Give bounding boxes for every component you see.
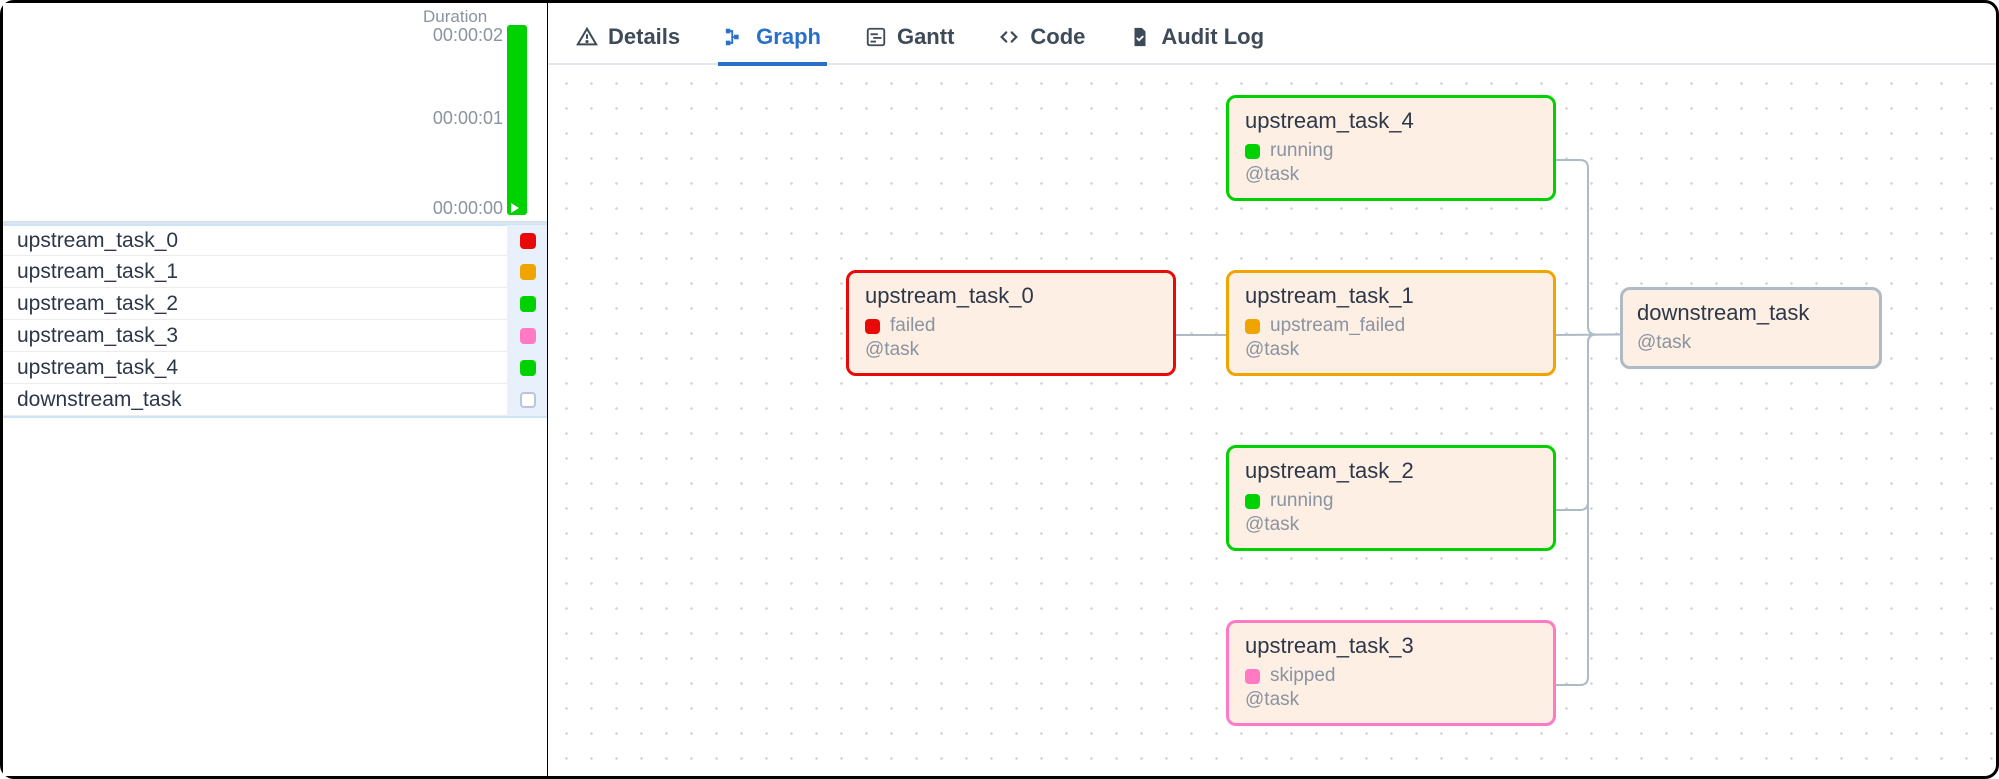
task-row[interactable]: upstream_task_4 [3, 352, 547, 384]
task-row-label: upstream_task_0 [17, 229, 178, 253]
graph-node-u4[interactable]: upstream_task_4running@task [1226, 95, 1556, 201]
status-swatch [520, 233, 536, 249]
task-row[interactable]: downstream_task [3, 384, 547, 416]
tab-label: Details [608, 24, 680, 50]
node-meta: @task [1245, 689, 1537, 711]
node-title: upstream_task_0 [865, 283, 1157, 309]
y-tick-2: 00:00:02 [433, 25, 503, 46]
graph-node-u2[interactable]: upstream_task_2running@task [1226, 445, 1556, 551]
duration-bar[interactable] [507, 25, 527, 215]
graph-node-d0[interactable]: downstream_task @task [1620, 287, 1882, 369]
task-status-cell [507, 384, 547, 416]
task-row-label: downstream_task [17, 388, 182, 412]
status-swatch [520, 264, 536, 280]
play-icon [511, 203, 519, 213]
task-status-cell [507, 256, 547, 288]
node-status: running [1245, 140, 1537, 162]
task-row-label: upstream_task_3 [17, 324, 178, 348]
task-row[interactable]: upstream_task_1 [3, 256, 547, 288]
tab-code[interactable]: Code [994, 16, 1089, 64]
node-status: running [1245, 490, 1537, 512]
file-check-icon [1129, 26, 1151, 48]
tab-graph[interactable]: Graph [720, 16, 825, 64]
y-tick-1: 00:00:01 [433, 108, 503, 129]
node-meta: @task [1637, 332, 1865, 354]
status-swatch [520, 360, 536, 376]
status-text: upstream_failed [1270, 315, 1405, 337]
tab-bar: Details Graph Gantt Code Audit Log [548, 3, 1996, 65]
node-title: downstream_task [1637, 300, 1865, 326]
tab-details[interactable]: Details [572, 16, 684, 64]
graph-node-u1[interactable]: upstream_task_1 upstream_failed@task [1226, 270, 1556, 376]
status-swatch [520, 392, 536, 408]
tab-label: Audit Log [1161, 24, 1264, 50]
y-tick-0: 00:00:00 [433, 198, 503, 219]
task-row-label: upstream_task_4 [17, 356, 178, 380]
node-title: upstream_task_3 [1245, 633, 1537, 659]
node-meta: @task [1245, 164, 1537, 186]
graph-node-u3[interactable]: upstream_task_3skipped@task [1226, 620, 1556, 726]
node-meta: @task [865, 339, 1157, 361]
status-swatch [1245, 669, 1260, 684]
task-row[interactable]: upstream_task_0 [3, 224, 547, 256]
duration-axis: Duration 00:00:02 00:00:01 00:00:00 [3, 3, 547, 223]
task-status-cell [507, 225, 547, 257]
status-text: running [1270, 490, 1333, 512]
task-row[interactable]: upstream_task_3 [3, 320, 547, 352]
task-row-label: upstream_task_1 [17, 260, 178, 284]
node-status: failed [865, 315, 1157, 337]
node-title: upstream_task_1 [1245, 283, 1537, 309]
tab-gantt[interactable]: Gantt [861, 16, 958, 64]
task-rows: upstream_task_0 upstream_task_1 upstream_t… [3, 223, 547, 416]
task-status-cell [507, 320, 547, 352]
task-list-panel: Duration 00:00:02 00:00:01 00:00:00 upst… [3, 3, 548, 776]
status-swatch [865, 319, 880, 334]
node-meta: @task [1245, 514, 1537, 536]
code-icon [998, 26, 1020, 48]
task-row[interactable]: upstream_task_2 [3, 288, 547, 320]
node-title: upstream_task_2 [1245, 458, 1537, 484]
task-status-cell [507, 288, 547, 320]
warning-triangle-icon [576, 26, 598, 48]
task-row-label: upstream_task_2 [17, 292, 178, 316]
node-status: upstream_failed [1245, 315, 1537, 337]
gantt-icon [865, 26, 887, 48]
status-swatch [520, 296, 536, 312]
node-meta: @task [1245, 339, 1537, 361]
graph-canvas[interactable]: upstream_task_0failed@taskupstream_task_… [548, 65, 1996, 776]
status-swatch [1245, 144, 1260, 159]
status-swatch [1245, 494, 1260, 509]
tab-label: Gantt [897, 24, 954, 50]
status-swatch [1245, 319, 1260, 334]
task-status-cell [507, 352, 547, 384]
graph-icon [724, 26, 746, 48]
tab-audit_log[interactable]: Audit Log [1125, 16, 1268, 64]
status-text: running [1270, 140, 1333, 162]
duration-label: Duration [423, 7, 487, 27]
tab-label: Code [1030, 24, 1085, 50]
status-swatch [520, 328, 536, 344]
node-title: upstream_task_4 [1245, 108, 1537, 134]
node-status: skipped [1245, 665, 1537, 687]
status-text: skipped [1270, 665, 1336, 687]
graph-node-u0[interactable]: upstream_task_0failed@task [846, 270, 1176, 376]
status-text: failed [890, 315, 935, 337]
tab-label: Graph [756, 24, 821, 50]
